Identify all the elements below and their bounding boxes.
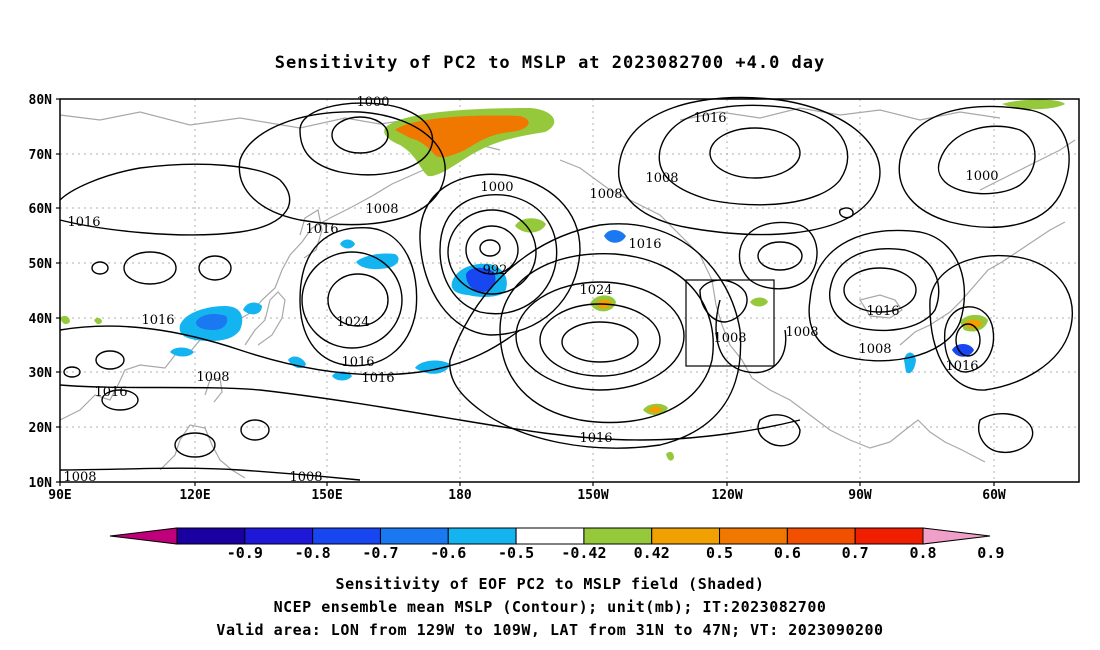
contour-label: 1016 xyxy=(945,359,978,374)
colorbar: -0.9 -0.8 -0.7 -0.6 -0.5 -0.42 0.42 0.5 0.6 0.7 0.… xyxy=(109,527,1004,562)
contour-label: 1024 xyxy=(579,283,612,298)
lat-label: 50N xyxy=(29,257,53,272)
colorbar-segment xyxy=(312,527,381,545)
contour-label: 1016 xyxy=(628,237,661,252)
contour-label: 1008 xyxy=(645,171,678,186)
lon-label: 180 xyxy=(448,488,472,503)
contour-label: 1016 xyxy=(866,304,899,319)
colorbar-segment xyxy=(651,527,721,545)
footer-line-1: Sensitivity of EOF PC2 to MSLP field (Sh… xyxy=(336,575,765,593)
colorbar-segment xyxy=(854,527,924,545)
contour-label: 1008 xyxy=(785,325,818,340)
contour-label: 1000 xyxy=(965,169,998,184)
colorbar-segment xyxy=(515,527,585,545)
lon-label: 90W xyxy=(848,488,872,503)
contour-label: 1016 xyxy=(341,355,374,370)
colorbar-segment xyxy=(244,527,314,545)
contour-label: 1008 xyxy=(589,187,622,202)
contour-label: 1024 xyxy=(336,315,369,330)
contour-label: 992 xyxy=(483,263,508,278)
contour-label: 1016 xyxy=(579,431,612,446)
colorbar-segment xyxy=(583,527,653,545)
colorbar-segment xyxy=(786,527,856,545)
lat-label: 30N xyxy=(29,366,53,381)
colorbar-arrow-low xyxy=(109,527,178,545)
contour-label: 1016 xyxy=(141,313,174,328)
contour-label: 1016 xyxy=(94,385,127,400)
mslp-contours xyxy=(59,96,1073,481)
lon-label: 120E xyxy=(179,488,210,503)
lat-label: 10N xyxy=(29,476,53,491)
footer-line-3: Valid area: LON from 129W to 109W, LAT f… xyxy=(216,621,883,639)
contour-label: 1008 xyxy=(196,370,229,385)
contour-label: 1016 xyxy=(305,222,338,237)
colorbar-label: 0.6 xyxy=(774,544,801,562)
map-title: Sensitivity of PC2 to MSLP at 2023082700… xyxy=(275,53,826,73)
latitude-labels: 80N 70N 60N 50N 40N 30N 20N 10N xyxy=(29,93,53,491)
colorbar-label: 0.8 xyxy=(909,544,936,562)
colorbar-segment xyxy=(719,527,788,545)
contour-label: 1008 xyxy=(713,331,746,346)
contour-label: 1000 xyxy=(480,180,513,195)
longitude-labels: 90E 120E 150E 180 150W 120W 90W 60W xyxy=(48,488,1006,503)
colorbar-label: 0.42 xyxy=(634,544,670,562)
colorbar-label: -0.42 xyxy=(561,544,606,562)
colorbar-label: -0.6 xyxy=(430,544,466,562)
map-frame xyxy=(59,98,1080,483)
lat-label: 60N xyxy=(29,202,53,217)
contour-label: 1016 xyxy=(67,215,100,230)
lon-label: 150W xyxy=(577,488,608,503)
valid-area-box xyxy=(685,279,775,367)
lon-label: 90E xyxy=(48,488,71,503)
contour-label: 1008 xyxy=(365,202,398,217)
lat-label: 80N xyxy=(29,93,53,108)
colorbar-label: 0.7 xyxy=(842,544,869,562)
lon-label: 150E xyxy=(311,488,342,503)
colorbar-label: 0.9 xyxy=(977,544,1004,562)
colorbar-label: 0.5 xyxy=(706,544,733,562)
colorbar-label: -0.8 xyxy=(295,544,331,562)
map-panel: 1000 1016 1016 1008 1016 1000 1008 1008 … xyxy=(59,95,1080,485)
contour-label: 1000 xyxy=(356,95,389,110)
contour-label: 1008 xyxy=(858,342,891,357)
colorbar-label: -0.9 xyxy=(227,544,263,562)
colorbar-segment xyxy=(379,527,449,545)
lat-label: 70N xyxy=(29,148,53,163)
contour-label: 1016 xyxy=(693,111,726,126)
lat-label: 20N xyxy=(29,421,53,436)
contour-label: 1016 xyxy=(361,371,394,386)
lon-label: 60W xyxy=(982,488,1006,503)
colorbar-arrow-high xyxy=(922,527,991,545)
colorbar-label: -0.5 xyxy=(498,544,534,562)
colorbar-segment xyxy=(176,527,246,545)
lon-label: 120W xyxy=(711,488,742,503)
lat-label: 40N xyxy=(29,312,53,327)
axis-ticks xyxy=(56,98,995,486)
footer-line-2: NCEP ensemble mean MSLP (Contour); unit(… xyxy=(274,598,827,616)
colorbar-segment xyxy=(447,527,517,545)
colorbar-label: -0.7 xyxy=(362,544,398,562)
